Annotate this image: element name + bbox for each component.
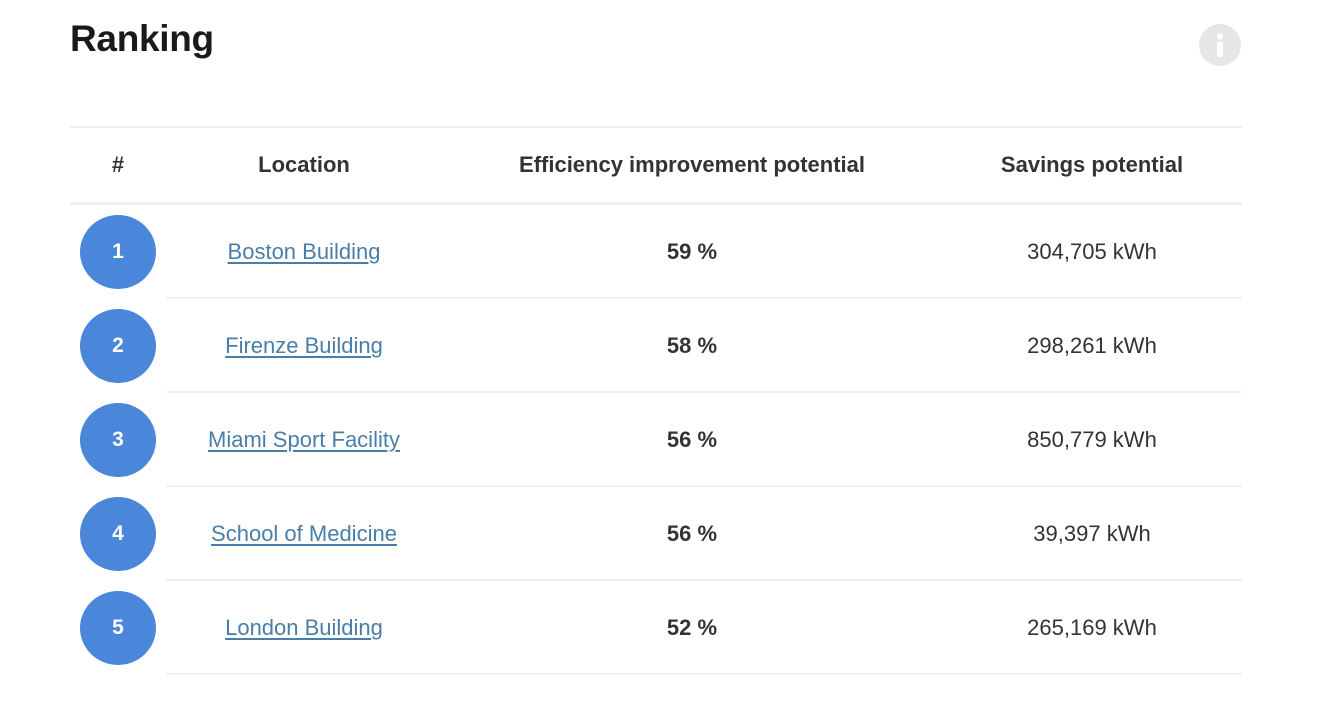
location-link[interactable]: Miami Sport Facility xyxy=(208,427,400,452)
location-cell: London Building xyxy=(166,581,442,675)
page-title: Ranking xyxy=(70,18,214,59)
savings-value: 298,261 kWh xyxy=(1027,333,1157,358)
row-divider xyxy=(166,673,1242,675)
savings-value: 850,779 kWh xyxy=(1027,427,1157,452)
table-row: 1 Boston Building 59 % 304,705 kWh xyxy=(70,205,1242,299)
table-header: # Location Efficiency improvement potent… xyxy=(70,128,1242,205)
ranking-table: # Location Efficiency improvement potent… xyxy=(70,126,1242,675)
location-cell: Miami Sport Facility xyxy=(166,393,442,487)
location-cell: Firenze Building xyxy=(166,299,442,393)
info-icon[interactable] xyxy=(1199,24,1241,66)
efficiency-value: 59 % xyxy=(666,239,718,264)
location-cell: School of Medicine xyxy=(166,487,442,581)
savings-value: 39,397 kWh xyxy=(1033,521,1151,546)
table-row: 3 Miami Sport Facility 56 % 850,779 kWh xyxy=(70,393,1242,487)
rank-badge: 4 xyxy=(80,497,156,571)
location-link[interactable]: Boston Building xyxy=(227,239,381,264)
row-divider xyxy=(166,391,1242,393)
efficiency-value: 56 % xyxy=(666,427,718,452)
location-link[interactable]: Firenze Building xyxy=(225,333,383,358)
location-link[interactable]: London Building xyxy=(225,615,383,640)
table-row: 2 Firenze Building 58 % 298,261 kWh xyxy=(70,299,1242,393)
header-savings: Savings potential xyxy=(1000,152,1184,177)
row-divider xyxy=(166,297,1242,299)
savings-value: 265,169 kWh xyxy=(1027,615,1157,640)
efficiency-value: 52 % xyxy=(666,615,718,640)
savings-value: 304,705 kWh xyxy=(1027,239,1157,264)
header-rank: # xyxy=(111,152,125,177)
table-body: 1 Boston Building 59 % 304,705 kWh 2 Fir… xyxy=(70,205,1242,675)
table-row: 5 London Building 52 % 265,169 kWh xyxy=(70,581,1242,675)
efficiency-value: 58 % xyxy=(666,333,718,358)
header-efficiency: Efficiency improvement potential xyxy=(519,152,865,177)
table-row: 4 School of Medicine 56 % 39,397 kWh xyxy=(70,487,1242,581)
row-divider xyxy=(166,579,1242,581)
rank-badge: 1 xyxy=(80,215,156,289)
row-divider xyxy=(166,485,1242,487)
location-link[interactable]: School of Medicine xyxy=(211,521,397,546)
efficiency-value: 56 % xyxy=(666,521,718,546)
rank-badge: 5 xyxy=(80,591,156,665)
rank-badge: 3 xyxy=(80,403,156,477)
rank-badge: 2 xyxy=(80,309,156,383)
location-cell: Boston Building xyxy=(166,205,442,299)
header-location: Location xyxy=(258,152,350,177)
